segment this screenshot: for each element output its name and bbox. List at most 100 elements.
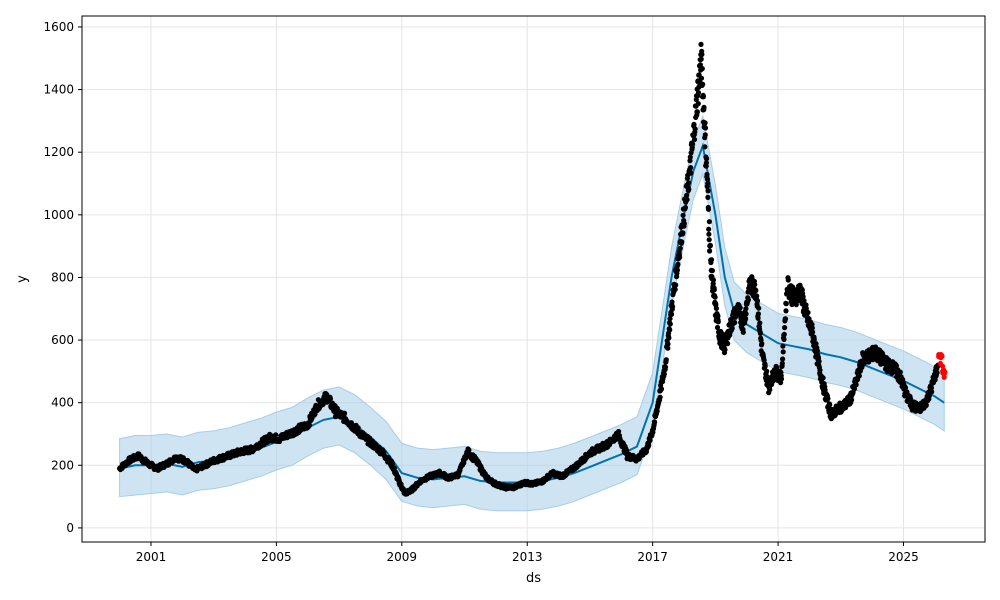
- observed-point: [698, 56, 704, 62]
- observed-point: [694, 109, 701, 115]
- observed-point: [755, 315, 761, 321]
- observed-point: [686, 186, 692, 192]
- observed-point: [801, 298, 807, 304]
- observed-point: [341, 410, 348, 416]
- y-tick-label: 600: [51, 333, 74, 347]
- observed-point: [705, 194, 711, 200]
- observed-point: [663, 357, 669, 363]
- observed-point: [654, 408, 660, 414]
- observed-point: [893, 363, 900, 369]
- observed-point: [672, 286, 678, 292]
- highlight-point: [939, 353, 945, 359]
- observed-point: [667, 321, 673, 327]
- observed-point: [856, 373, 862, 379]
- observed-point: [658, 386, 665, 392]
- observed-point: [800, 294, 806, 300]
- observed-point: [853, 382, 859, 388]
- observed-point: [745, 297, 752, 303]
- observed-point: [729, 325, 735, 331]
- observed-point: [687, 154, 693, 160]
- observed-point: [686, 180, 692, 186]
- observed-point: [764, 368, 770, 374]
- observed-point: [810, 329, 816, 335]
- observed-point: [737, 305, 743, 311]
- y-tick-label: 1000: [43, 208, 74, 222]
- uncertainty-band-area: [119, 114, 945, 512]
- highlight-points: [936, 352, 948, 380]
- observed-point: [809, 325, 815, 331]
- plot-frame: [81, 15, 986, 543]
- x-axis-ticks: 2001 2005 2009 2013 2017 2021 2025: [136, 542, 919, 564]
- observed-point: [704, 156, 710, 162]
- observed-point: [665, 341, 671, 347]
- observed-point: [711, 287, 717, 293]
- observed-point: [781, 331, 787, 337]
- observed-point: [706, 237, 712, 243]
- observed-point: [699, 66, 705, 72]
- observed-point: [320, 401, 326, 407]
- observed-point: [677, 245, 683, 251]
- highlight-point: [941, 374, 947, 380]
- observed-point: [702, 144, 708, 150]
- observed-point: [752, 282, 758, 288]
- observed-point: [466, 447, 472, 453]
- observed-point: [691, 121, 697, 127]
- observed-point: [783, 301, 789, 307]
- observed-point: [674, 267, 681, 273]
- y-tick-label: 1400: [43, 83, 74, 97]
- observed-point: [707, 248, 713, 254]
- observed-point: [702, 125, 709, 131]
- observed-point: [675, 261, 681, 267]
- observed-point: [695, 101, 701, 107]
- observed-point: [673, 282, 679, 288]
- observed-point: [811, 336, 817, 343]
- x-tick-label: 2005: [261, 550, 292, 564]
- observed-point: [684, 192, 690, 198]
- uncertainty-band: [119, 114, 945, 512]
- observed-point: [705, 206, 712, 212]
- observed-point: [700, 81, 706, 87]
- observed-point: [778, 376, 785, 382]
- observed-point: [706, 231, 712, 237]
- observed-point: [665, 345, 671, 351]
- observed-point: [780, 356, 786, 362]
- y-tick-label: 1200: [43, 145, 74, 159]
- observed-point: [803, 302, 809, 308]
- observed-point: [756, 305, 762, 311]
- observed-point: [754, 293, 760, 299]
- observed-point: [682, 205, 689, 211]
- observed-point: [722, 347, 728, 353]
- observed-point: [688, 170, 694, 176]
- observed-point: [782, 316, 789, 322]
- observed-point: [715, 319, 721, 325]
- observed-point: [725, 341, 731, 347]
- y-tick-label: 1600: [43, 20, 74, 34]
- observed-point: [753, 288, 759, 294]
- observed-point: [757, 320, 763, 326]
- observed-point: [616, 428, 622, 435]
- observed-point: [702, 132, 708, 138]
- observed-point: [780, 349, 786, 355]
- observed-point: [740, 329, 746, 335]
- observed-point: [928, 385, 935, 391]
- observed-point: [762, 363, 768, 369]
- observed-point: [698, 41, 704, 48]
- observed-point: [703, 160, 710, 166]
- observed-point: [923, 402, 929, 408]
- x-tick-label: 2013: [512, 550, 543, 564]
- observed-point: [704, 171, 710, 177]
- observed-point: [670, 304, 676, 310]
- observed-point: [783, 308, 789, 314]
- observed-point: [709, 268, 716, 274]
- observed-point: [805, 309, 811, 316]
- observed-point: [827, 402, 833, 408]
- observed-point: [680, 230, 686, 236]
- observed-point: [652, 419, 658, 425]
- observed-point: [327, 396, 333, 402]
- observed-point: [714, 324, 721, 331]
- observed-point: [688, 165, 694, 171]
- observed-point: [702, 120, 708, 126]
- observed-point: [897, 369, 903, 375]
- observed-point: [813, 341, 819, 347]
